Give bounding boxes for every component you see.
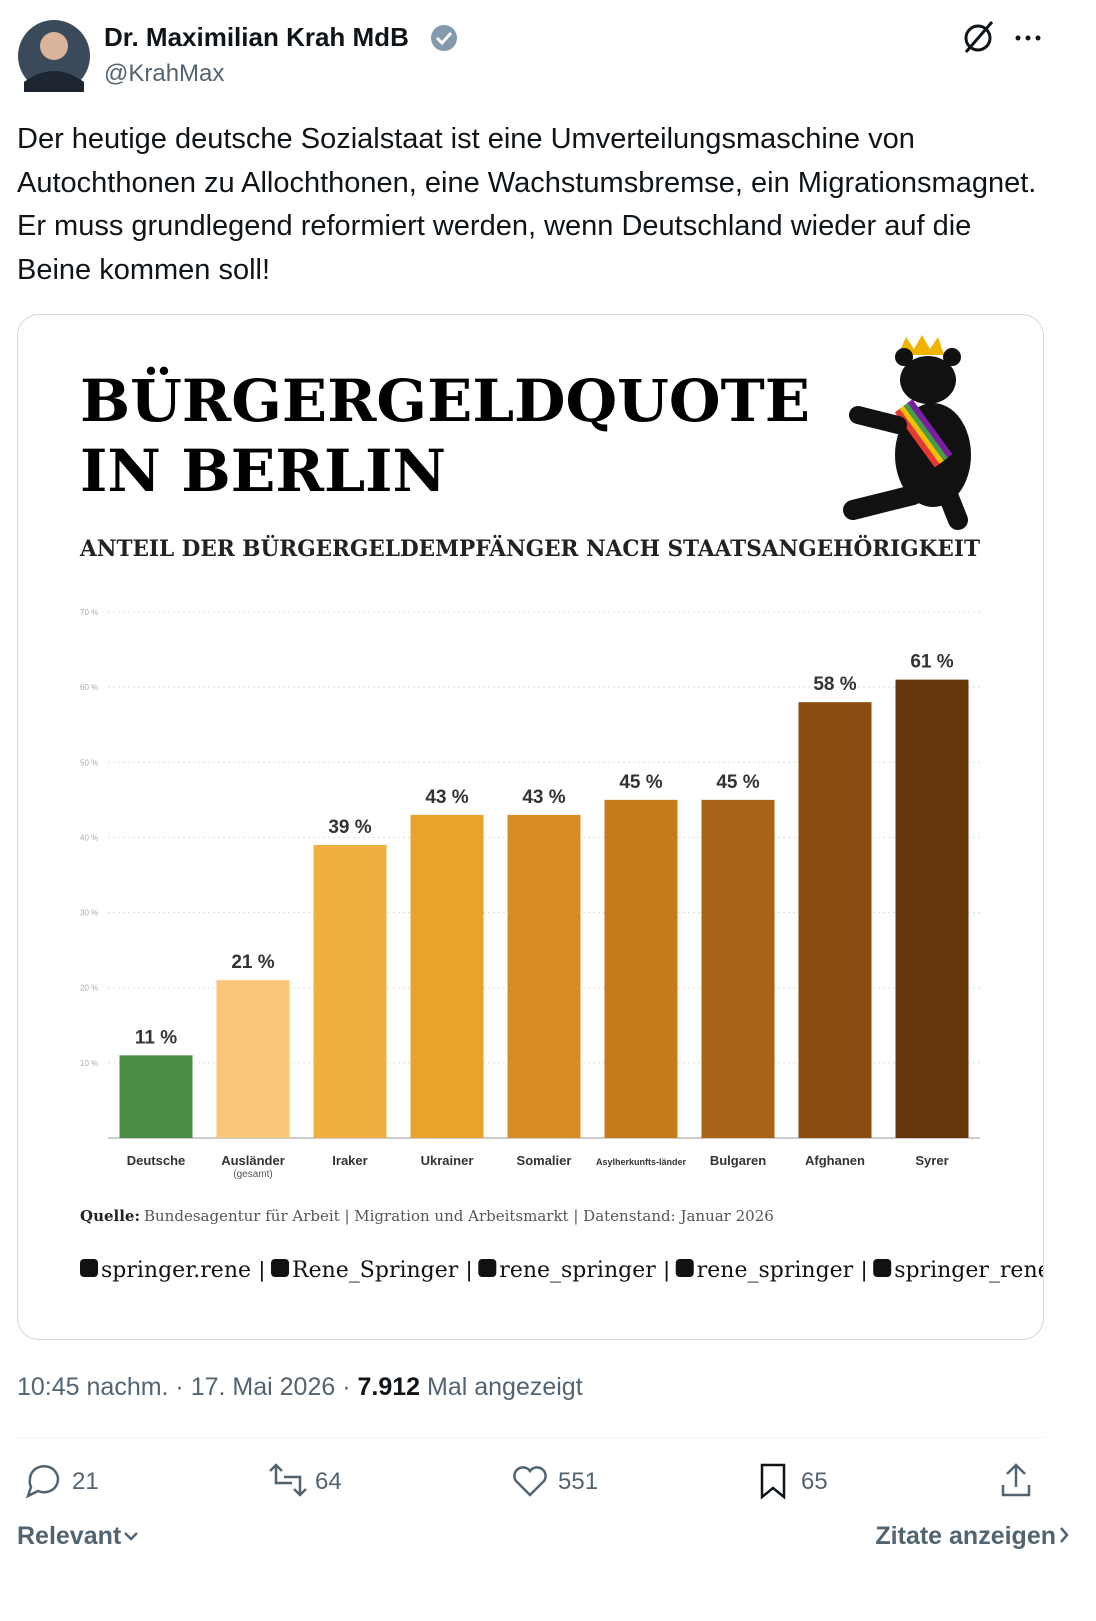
y-tick-label: 20 % [80, 984, 98, 993]
social-handle: springer_rene [894, 1258, 1043, 1283]
y-tick-label: 40 % [80, 833, 98, 842]
action-icons [25, 1463, 1031, 1500]
source-text: Bundesagentur für Arbeit | Migration und… [144, 1207, 774, 1225]
value-label: 21 % [231, 952, 274, 973]
value-label: 43 % [425, 787, 468, 808]
reply-count: 21 [72, 1468, 99, 1495]
value-label: 58 % [813, 674, 856, 695]
verified-check [435, 31, 453, 46]
timestamp[interactable]: 10:45 nachm. · 17. Mai 2026 · [17, 1373, 351, 1401]
x-tick-label: Afghanen [805, 1153, 865, 1168]
social-separator: | [861, 1257, 867, 1282]
chart-subtitle: ANTEIL DER BÜRGERGELDEMPFÄNGER NACH STAA… [79, 534, 981, 562]
sort-button[interactable]: Relevant [17, 1522, 143, 1551]
value-label: 45 % [716, 772, 759, 793]
verified-badge [431, 25, 457, 51]
reply-icon[interactable] [25, 1465, 60, 1499]
grok-icon[interactable] [964, 24, 992, 52]
like-count: 551 [558, 1468, 599, 1495]
view-label: Mal angezeigt [427, 1373, 583, 1401]
bar [119, 1055, 193, 1138]
like-icon[interactable] [513, 1466, 547, 1497]
quotes-link[interactable]: Zitate anzeigen [875, 1522, 1072, 1551]
social-icon [80, 1259, 98, 1277]
bar [216, 980, 290, 1138]
tweet-text: Der heutige deutsche Sozialstaat ist ein… [17, 123, 1037, 286]
social-icon [675, 1259, 694, 1277]
chart-title: BÜRGERGELDQUOTE [80, 366, 810, 435]
social-separator: | [466, 1257, 472, 1282]
x-tick-label: Iraker [332, 1153, 367, 1168]
social-handle: springer.rene [101, 1258, 251, 1283]
bar [410, 814, 484, 1138]
social-icon [271, 1259, 290, 1277]
timestamp-line: 10:45 nachm. · 17. Mai 2026 · 7.912 Mal … [17, 1373, 583, 1402]
chevron-down [124, 1532, 139, 1541]
y-tick-label: 30 % [80, 909, 98, 918]
social-icon [478, 1259, 497, 1277]
x-tick-label: Deutsche [127, 1153, 186, 1168]
social-separator: | [664, 1257, 670, 1282]
value-label: 61 % [910, 652, 953, 673]
x-tick-label: Syrer [915, 1153, 948, 1168]
media-card[interactable]: BÜRGERGELDQUOTE IN BERLIN ANTEIL DER BÜR… [17, 314, 1044, 1340]
x-tick-note: (gesamt) [233, 1169, 272, 1180]
bookmark-icon[interactable] [760, 1463, 786, 1500]
social-separator: | [259, 1257, 265, 1282]
social-handle: rene_springer [499, 1258, 656, 1283]
grok-slash [964, 21, 994, 53]
header-icons [18, 20, 1041, 92]
repost-count: 64 [315, 1468, 342, 1495]
x-tick-label: Asylherkunfts-länder [596, 1157, 687, 1167]
x-tick-label: Somalier [517, 1153, 572, 1168]
avatar-suit [24, 71, 84, 92]
social-icon [873, 1259, 892, 1277]
chevron-right [1060, 1527, 1069, 1543]
y-tick-label: 60 % [80, 683, 98, 692]
view-count: 7.912 [357, 1373, 421, 1401]
source-label: Quelle: [80, 1207, 140, 1225]
more-dot [1025, 35, 1031, 41]
bar [895, 679, 969, 1138]
chart: BÜRGERGELDQUOTE IN BERLIN ANTEIL DER BÜR… [79, 335, 1043, 1283]
divider [17, 1437, 1044, 1438]
bar [604, 799, 678, 1138]
value-label: 11 % [135, 1027, 177, 1048]
value-label: 45 % [619, 772, 662, 793]
author-name[interactable]: Dr. Maximilian Krah MdB [104, 22, 409, 52]
y-tick-label: 10 % [80, 1059, 98, 1068]
repost-icon[interactable] [269, 1463, 307, 1497]
y-tick-label: 50 % [80, 758, 98, 767]
more-dot [1035, 35, 1041, 41]
x-tick-label: Ausländer [221, 1153, 285, 1168]
bear-illustration [843, 335, 971, 530]
x-tick-label: Ukrainer [421, 1153, 474, 1168]
bar [798, 702, 872, 1138]
social-handle: Rene_Springer [292, 1258, 459, 1283]
bar [701, 799, 775, 1138]
bar [507, 814, 581, 1138]
value-label: 39 % [328, 817, 371, 838]
bookmark-count: 65 [801, 1468, 828, 1495]
chart-title: IN BERLIN [80, 437, 446, 505]
social-handle: rene_springer [697, 1258, 854, 1283]
avatar-face [40, 32, 68, 60]
share-icon[interactable] [1001, 1463, 1031, 1497]
sort-label: Relevant [17, 1522, 122, 1550]
source: Quelle: Bundesagentur für Arbeit | Migrat… [80, 1207, 774, 1225]
author-handle[interactable]: @KrahMax [104, 60, 225, 87]
x-tick-label: Bulgaren [710, 1153, 766, 1168]
y-tick-label: 70 % [80, 608, 98, 617]
bar [313, 844, 387, 1138]
value-label: 43 % [522, 787, 565, 808]
more-dot[interactable] [1015, 35, 1021, 41]
quotes-label: Zitate anzeigen [875, 1522, 1056, 1550]
